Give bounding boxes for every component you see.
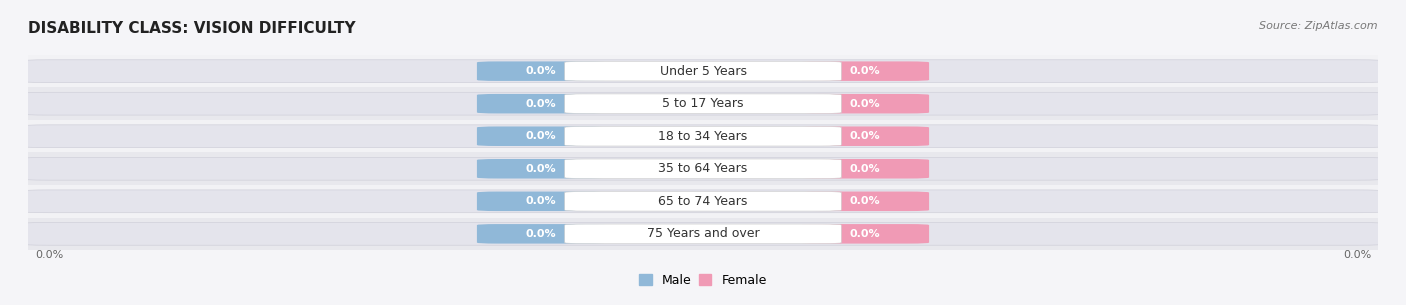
Text: 35 to 64 Years: 35 to 64 Years <box>658 162 748 175</box>
FancyBboxPatch shape <box>565 192 841 211</box>
Bar <box>28 120 1378 152</box>
Text: 0.0%: 0.0% <box>849 229 880 239</box>
FancyBboxPatch shape <box>565 127 841 146</box>
FancyBboxPatch shape <box>565 159 841 178</box>
FancyBboxPatch shape <box>565 61 841 81</box>
FancyBboxPatch shape <box>477 224 605 244</box>
Text: 75 Years and over: 75 Years and over <box>647 227 759 240</box>
Text: 0.0%: 0.0% <box>526 66 557 76</box>
Legend: Male, Female: Male, Female <box>640 274 766 287</box>
Text: 0.0%: 0.0% <box>35 250 63 260</box>
FancyBboxPatch shape <box>801 224 929 244</box>
Text: 0.0%: 0.0% <box>849 131 880 141</box>
Text: 0.0%: 0.0% <box>526 196 557 206</box>
Text: 0.0%: 0.0% <box>526 164 557 174</box>
Text: 0.0%: 0.0% <box>526 229 557 239</box>
Bar <box>28 217 1378 250</box>
FancyBboxPatch shape <box>801 127 929 146</box>
Text: DISABILITY CLASS: VISION DIFFICULTY: DISABILITY CLASS: VISION DIFFICULTY <box>28 21 356 36</box>
FancyBboxPatch shape <box>801 94 929 113</box>
Text: 5 to 17 Years: 5 to 17 Years <box>662 97 744 110</box>
FancyBboxPatch shape <box>21 60 1385 83</box>
Text: 65 to 74 Years: 65 to 74 Years <box>658 195 748 208</box>
FancyBboxPatch shape <box>477 94 605 113</box>
FancyBboxPatch shape <box>21 190 1385 213</box>
Text: 0.0%: 0.0% <box>849 99 880 109</box>
FancyBboxPatch shape <box>477 61 605 81</box>
Text: 0.0%: 0.0% <box>526 99 557 109</box>
Text: 0.0%: 0.0% <box>526 131 557 141</box>
FancyBboxPatch shape <box>801 192 929 211</box>
Bar <box>28 88 1378 120</box>
Text: 18 to 34 Years: 18 to 34 Years <box>658 130 748 143</box>
Text: Source: ZipAtlas.com: Source: ZipAtlas.com <box>1260 21 1378 31</box>
Text: 0.0%: 0.0% <box>1343 250 1371 260</box>
Bar <box>28 55 1378 88</box>
FancyBboxPatch shape <box>477 127 605 146</box>
Bar <box>28 185 1378 217</box>
FancyBboxPatch shape <box>21 157 1385 180</box>
FancyBboxPatch shape <box>801 61 929 81</box>
FancyBboxPatch shape <box>565 224 841 244</box>
FancyBboxPatch shape <box>21 125 1385 148</box>
FancyBboxPatch shape <box>21 222 1385 245</box>
Text: 0.0%: 0.0% <box>849 66 880 76</box>
Text: 0.0%: 0.0% <box>849 164 880 174</box>
Bar <box>28 152 1378 185</box>
FancyBboxPatch shape <box>565 94 841 113</box>
Text: Under 5 Years: Under 5 Years <box>659 65 747 78</box>
FancyBboxPatch shape <box>801 159 929 178</box>
FancyBboxPatch shape <box>477 159 605 178</box>
FancyBboxPatch shape <box>21 92 1385 115</box>
FancyBboxPatch shape <box>477 192 605 211</box>
Text: 0.0%: 0.0% <box>849 196 880 206</box>
